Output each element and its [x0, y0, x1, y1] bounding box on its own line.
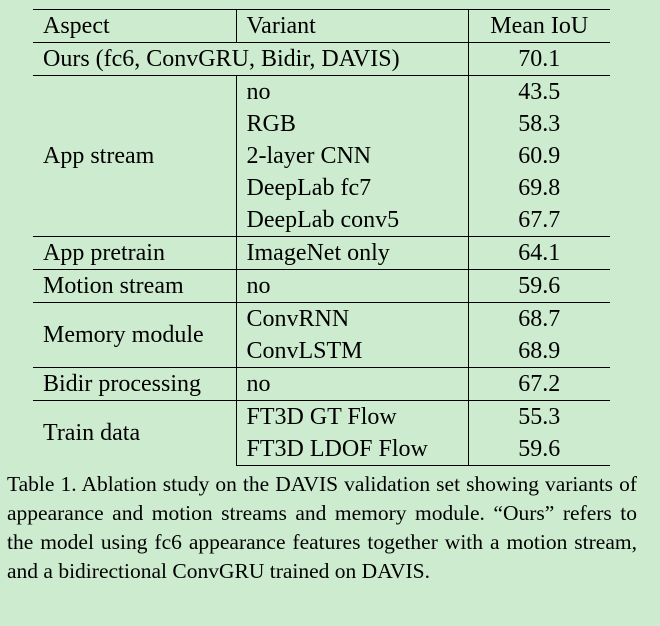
iou-value-cell: 59.6 [468, 269, 610, 303]
variant-cell: FT3D GT Flow [235, 400, 469, 433]
variant-cell: 2-layer CNN [235, 140, 469, 172]
ours-label: Ours (fc6, ConvGRU, Bidir, DAVIS) [33, 42, 469, 76]
iou-value-cell: 68.7 [468, 302, 610, 335]
table-row: Memory module ConvRNN 68.7 [33, 302, 610, 368]
aspect-cell: Train data [33, 400, 236, 466]
table-row: ConvLSTM 68.9 [33, 335, 610, 368]
header-mean-iou: Mean IoU [468, 9, 610, 43]
variant-cell: RGB [235, 108, 469, 140]
iou-value-cell: 58.3 [518, 111, 561, 137]
iou-value-cell: 69.8 [518, 175, 561, 201]
iou-value-cell: 64.1 [468, 236, 610, 270]
aspect-cell: App stream [33, 75, 236, 237]
header-variant: Variant [235, 9, 469, 43]
variant-cell: DeepLab conv5 [235, 204, 469, 237]
variant-cell: no [235, 367, 469, 401]
aspect-cell: App pretrain [33, 236, 236, 270]
ablation-table: Aspect Variant Mean IoU Ours (fc6, ConvG… [33, 9, 610, 466]
header-row: Aspect Variant Mean IoU [33, 9, 610, 43]
iou-value-cell: 67.7 [518, 207, 561, 233]
variant-cell: ImageNet only [235, 236, 469, 270]
variant-cell: FT3D LDOF Flow [235, 433, 469, 466]
ours-row: Ours (fc6, ConvGRU, Bidir, DAVIS) 70.1 [33, 42, 610, 76]
variant-cell: DeepLab fc7 [235, 172, 469, 204]
iou-value-cell: 60.9 [518, 143, 561, 169]
iou-value-cell: 68.9 [518, 338, 561, 364]
table-row: DeepLab conv5 67.7 [33, 204, 610, 237]
table-row: Bidir processing no 67.2 [33, 367, 610, 401]
iou-value-cell: 67.2 [468, 367, 610, 401]
table-row: 2-layer CNN 60.9 [33, 140, 610, 172]
iou-value-cell: 55.3 [468, 400, 610, 433]
table-row: App pretrain ImageNet only 64.1 [33, 236, 610, 270]
table-row: RGB 58.3 [33, 108, 610, 140]
variant-cell: no [235, 269, 469, 303]
table-row: App stream no 43.5 [33, 75, 610, 237]
aspect-cell: Motion stream [33, 269, 236, 303]
iou-value-cell: 59.6 [468, 433, 610, 466]
table-row: Train data FT3D GT Flow 55.3 [33, 400, 610, 466]
aspect-cell: Memory module [33, 302, 236, 368]
table-caption: Table 1. Ablation study on the DAVIS val… [7, 472, 637, 583]
iou-value-cell: 43.5 [468, 75, 610, 108]
variant-cell: no [235, 75, 469, 108]
aspect-cell: Bidir processing [33, 367, 236, 401]
table-row: DeepLab fc7 69.8 [33, 172, 610, 204]
variant-cell: ConvRNN [235, 302, 469, 335]
header-aspect: Aspect [33, 9, 236, 43]
ours-value: 70.1 [468, 42, 610, 76]
variant-cell: ConvLSTM [235, 335, 469, 368]
table-row: FT3D LDOF Flow 59.6 [33, 433, 610, 466]
table-row: Motion stream no 59.6 [33, 269, 610, 303]
